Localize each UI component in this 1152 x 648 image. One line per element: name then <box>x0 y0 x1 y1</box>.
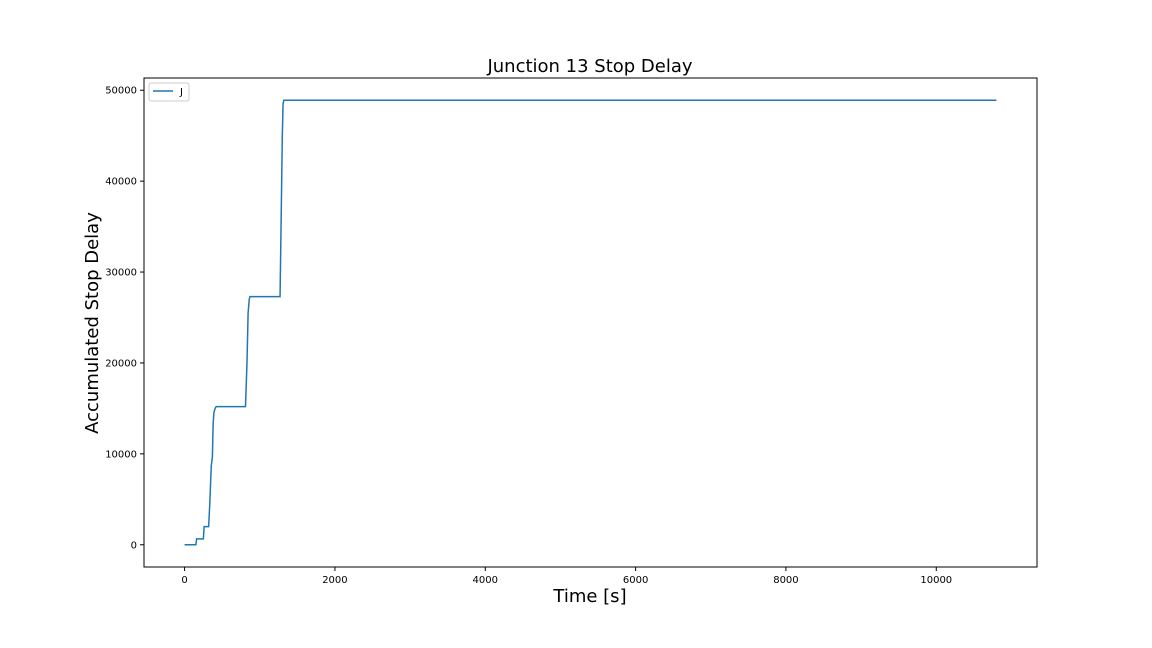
plot-area <box>184 99 997 546</box>
y-tick-label: 10000 <box>105 449 137 460</box>
x-tick-label: 4000 <box>473 575 498 586</box>
x-tick-label: 10000 <box>920 575 952 586</box>
y-tick-label: 50000 <box>105 86 137 97</box>
series-line-j <box>184 99 997 546</box>
y-tick-label: 0 <box>131 540 137 551</box>
legend: J <box>148 82 190 102</box>
legend-label-j: J <box>179 87 183 98</box>
y-tick-label: 20000 <box>105 358 137 369</box>
y-tick-label: 40000 <box>105 177 137 188</box>
x-axis-label: Time [s] <box>552 586 626 607</box>
y-tick-label: 30000 <box>105 268 137 279</box>
legend-box <box>148 82 190 102</box>
x-tick-label: 2000 <box>322 575 347 586</box>
x-tick-label: 0 <box>181 575 187 586</box>
y-axis: 0 10000 20000 30000 40000 50000 <box>105 86 144 551</box>
x-axis: 0 2000 4000 6000 8000 10000 <box>181 567 952 586</box>
x-tick-label: 6000 <box>623 575 648 586</box>
chart-title: Junction 13 Stop Delay <box>486 56 692 77</box>
y-axis-label: Accumulated Stop Delay <box>82 212 103 434</box>
plot-frame <box>143 77 1038 568</box>
x-tick-label: 8000 <box>773 575 798 586</box>
